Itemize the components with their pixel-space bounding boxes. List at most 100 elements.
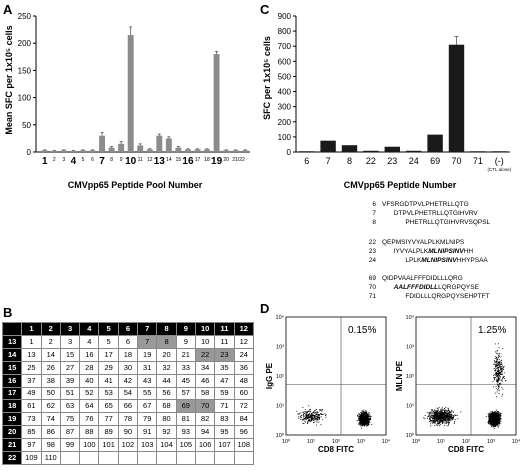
bar [156, 135, 163, 152]
col-header: 11 [214, 322, 235, 336]
table-cell: 74 [40, 412, 61, 427]
table-cell: 88 [79, 425, 100, 440]
table-cell: 99 [59, 438, 81, 453]
x-tick-label: 12 [147, 157, 153, 163]
x-tick-label: 8 [347, 156, 352, 166]
table-cell: 12 [233, 334, 255, 349]
bar [232, 150, 239, 152]
x-tick-label: 5 [82, 157, 85, 163]
table-cell: 97 [21, 438, 42, 453]
row-header: 17 [1, 386, 23, 401]
bar [405, 150, 422, 152]
row-header: 16 [1, 373, 23, 388]
table-cell [137, 451, 158, 465]
table-cell: 76 [79, 412, 100, 427]
table-cell: 5 [98, 334, 119, 349]
table-cell: 91 [137, 425, 158, 440]
peptide-number: 22 [369, 239, 377, 246]
x-tick-label: 3 [62, 157, 65, 163]
row-header: 14 [1, 347, 23, 362]
col-header: 12 [233, 322, 255, 336]
table-cell: 107 [214, 438, 235, 453]
table-cell: 4 [79, 334, 100, 349]
table-cell: 109 [21, 451, 42, 465]
panel-label-d: D [260, 301, 269, 316]
x-tick-label: 2 [53, 157, 56, 163]
peptide-sequences: 6 VFSRGDTPVLPHETRLLQTG 7 DTPVLPHETRLLQTGIHV… [369, 201, 491, 300]
y-tick-label: 10² [276, 374, 284, 380]
table-cell: 31 [137, 360, 158, 375]
table-cell: 83 [214, 412, 235, 427]
table-cell: 16 [79, 347, 100, 362]
peptide-pool-grid: 1 2 3 4 5 6 7 8 9 10 11 12 13 1 2 3 4 5 6 7 8 9 10 11 12 14 13 14 15… [1, 322, 255, 465]
table-cell: 11 [214, 334, 235, 349]
peptide-sequence: IYVYALPLKMLNIPSINVHH [394, 248, 474, 255]
x-tick-label: 10⁰ [282, 438, 291, 445]
chart-c: C SFC per 1x10⁵ cells CMVpp65 Peptide Nu… [260, 2, 512, 190]
x-tick-label: 10⁰ [412, 438, 421, 445]
table-cell [194, 451, 216, 465]
percent-label: 1.25% [478, 325, 506, 336]
x-tick-label: 10³ [357, 439, 365, 445]
bar [213, 54, 220, 152]
peptide-sequence: QEPMSIYVYALPLKMLNIPS [382, 239, 465, 246]
table-cell: 77 [98, 412, 119, 427]
x-tick-label: 20 [223, 157, 229, 163]
x-tick-label: 7 [99, 156, 105, 167]
y-tick-label: 500 [278, 72, 292, 81]
table-cell: 67 [137, 399, 158, 414]
col-header: 9 [175, 322, 196, 336]
col-header: 3 [59, 322, 81, 336]
table-cell: 108 [233, 438, 255, 453]
table-cell: 93 [175, 425, 196, 440]
table-cell: 86 [40, 425, 61, 440]
bar [41, 150, 48, 152]
peptide-number: 24 [369, 257, 377, 264]
x-tick-label: 10³ [487, 439, 495, 445]
y-axis-label: MLN PE [395, 360, 404, 391]
y-tick-label: 0 [287, 148, 292, 157]
peptide-number: 69 [369, 275, 377, 282]
x-tick-label: 16 [182, 156, 194, 167]
table-cell: 70 [194, 399, 216, 414]
table-cell: 90 [117, 425, 139, 440]
y-tick-label: 600 [278, 57, 292, 66]
table-cell: 81 [175, 412, 196, 427]
x-tick-label: 10² [462, 439, 470, 445]
peptide-number: 6 [372, 201, 376, 208]
table-cell: 66 [117, 399, 139, 414]
peptide-sequence: LPLKMLNIPSINVHHYPSAA [405, 257, 488, 264]
table-cell [59, 451, 81, 465]
table-cell: 38 [40, 373, 61, 388]
y-tick-label: 10⁴ [276, 314, 285, 321]
table-cell: 102 [117, 438, 139, 453]
bar [491, 151, 508, 152]
table-cell: 52 [79, 386, 100, 401]
table-cell: 44 [156, 373, 177, 388]
scatter-dots [296, 405, 373, 429]
epitope: MLNIPSINV [421, 257, 457, 264]
peptide-sequence: DTPVLPHETRLLQTGIHVRV [394, 210, 479, 217]
x-tick-label: 11 [138, 157, 143, 163]
table-cell: 92 [156, 425, 177, 440]
x-tick-label: 7 [326, 156, 331, 166]
table-cell: 61 [21, 399, 42, 414]
ctl-note: (CTL alone) [488, 167, 512, 172]
y-tick-label: 900 [278, 12, 292, 21]
table-cell [156, 451, 177, 465]
table-cell: 15 [59, 347, 81, 362]
table-cell: 36 [233, 360, 255, 375]
table-cell: 63 [59, 399, 81, 414]
x-tick-label: 10² [332, 439, 340, 445]
y-tick-label: 10⁰ [276, 432, 285, 439]
table-cell: 13 [21, 347, 42, 362]
x-tick-label: 23 [387, 156, 397, 166]
bar [165, 138, 172, 152]
x-tick-label: 69 [430, 156, 440, 166]
table-cell: 2 [40, 334, 61, 349]
table-cell: 73 [21, 412, 42, 427]
table-cell: 9 [175, 334, 196, 349]
table-cell: 80 [156, 412, 177, 427]
bar [79, 150, 86, 152]
x-tick-label: 1 [42, 156, 48, 167]
